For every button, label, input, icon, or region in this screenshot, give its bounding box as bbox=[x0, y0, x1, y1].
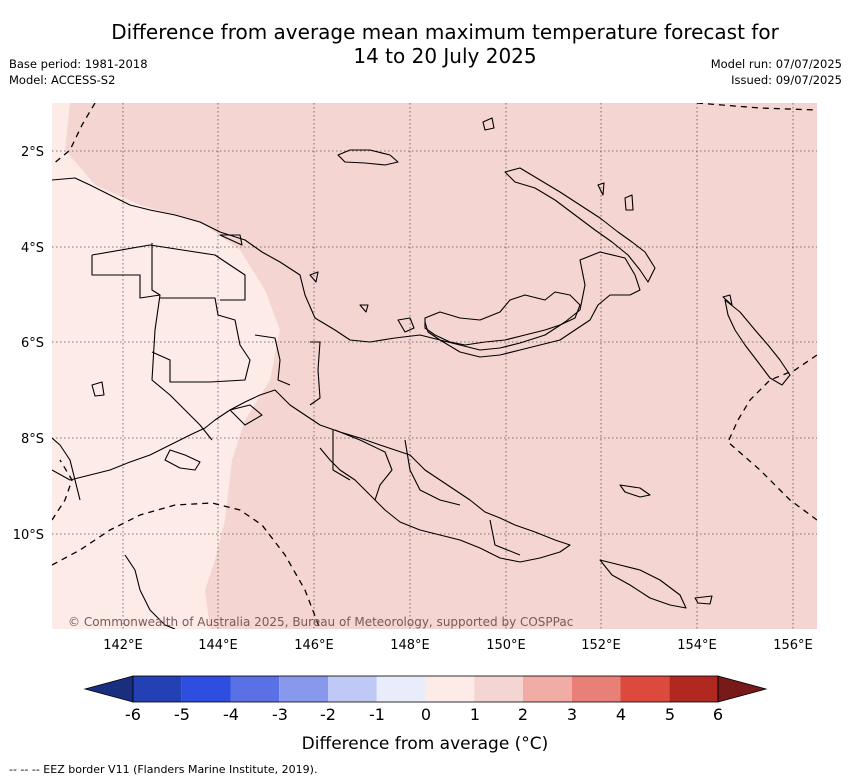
colorbar-tick: 1 bbox=[470, 705, 480, 724]
eez-borders bbox=[52, 103, 817, 629]
lon-label: 150°E bbox=[486, 638, 526, 653]
lat-label: 6°S bbox=[21, 336, 44, 351]
colorbar-segment bbox=[571, 676, 621, 702]
title-line-2: 14 to 20 July 2025 bbox=[353, 44, 537, 68]
copyright-notice: © Commonwealth of Australia 2025, Bureau… bbox=[68, 615, 573, 629]
colorbar-tick: -2 bbox=[320, 705, 336, 724]
lon-label: 142°E bbox=[103, 638, 143, 653]
colorbar-segment bbox=[620, 676, 670, 702]
metadata-left: Base period: 1981-2018 Model: ACCESS-S2 bbox=[9, 56, 148, 88]
anomaly-fill-0-1 bbox=[52, 103, 280, 629]
lat-label: 2°S bbox=[21, 145, 44, 160]
lon-label: 146°E bbox=[294, 638, 334, 653]
map-panel: © Commonwealth of Australia 2025, Bureau… bbox=[52, 103, 817, 629]
colorbar-segment bbox=[328, 676, 377, 702]
colorbar-tick: 4 bbox=[616, 705, 626, 724]
colorbar-tick: 2 bbox=[518, 705, 528, 724]
colorbar-tick: -4 bbox=[223, 705, 239, 724]
colorbar-segment bbox=[181, 676, 231, 702]
lon-label: 148°E bbox=[390, 638, 430, 653]
base-period: Base period: 1981-2018 bbox=[9, 57, 148, 71]
colorbar-tick: 3 bbox=[567, 705, 577, 724]
colorbar-segment bbox=[669, 676, 718, 702]
colorbar-segment bbox=[425, 676, 475, 702]
title-line-1: Difference from average mean maximum tem… bbox=[111, 20, 779, 44]
colorbar bbox=[83, 675, 768, 703]
issued-date: Issued: 09/07/2025 bbox=[731, 73, 842, 87]
colorbar-segment bbox=[523, 676, 572, 702]
colorbar-tick: 0 bbox=[421, 705, 431, 724]
map-title: Difference from average mean maximum tem… bbox=[70, 20, 820, 68]
colorbar-label: Difference from average (°C) bbox=[302, 734, 549, 754]
lon-label: 144°E bbox=[198, 638, 238, 653]
colorbar-tick: -3 bbox=[272, 705, 288, 724]
latitude-labels: 2°S 4°S 6°S 8°S 10°S bbox=[13, 145, 44, 543]
colorbar-tick: -6 bbox=[125, 705, 141, 724]
lat-label: 8°S bbox=[21, 432, 44, 447]
eez-footnote: -- -- -- EEZ border V11 (Flanders Marine… bbox=[9, 763, 318, 776]
colorbar-ticks: -6 -5 -4 -3 -2 -1 0 1 2 3 4 5 6 bbox=[125, 705, 723, 724]
model-run: Model run: 07/07/2025 bbox=[710, 57, 842, 71]
longitude-labels: 142°E 144°E 146°E 148°E 150°E 152°E 154°… bbox=[103, 638, 813, 653]
metadata-right: Model run: 07/07/2025 Issued: 09/07/2025 bbox=[711, 56, 842, 88]
lon-label: 154°E bbox=[677, 638, 717, 653]
graticule bbox=[52, 103, 817, 629]
model-name: Model: ACCESS-S2 bbox=[9, 73, 116, 87]
colorbar-arrow-high bbox=[717, 675, 768, 703]
lat-label: 10°S bbox=[13, 528, 44, 543]
colorbar-segment bbox=[279, 676, 328, 702]
colorbar-tick: -1 bbox=[369, 705, 385, 724]
colorbar-arrow-low bbox=[83, 675, 134, 703]
colorbar-tick: -5 bbox=[174, 705, 190, 724]
colorbar-segment bbox=[376, 676, 426, 702]
colorbar-segment bbox=[474, 676, 523, 702]
colorbar-outline bbox=[132, 675, 719, 703]
lon-label: 156°E bbox=[773, 638, 813, 653]
lat-label: 4°S bbox=[21, 241, 44, 256]
colorbar-segment bbox=[230, 676, 280, 702]
lon-label: 152°E bbox=[581, 638, 621, 653]
colorbar-tick: 6 bbox=[713, 705, 723, 724]
colorbar-tick: 5 bbox=[665, 705, 675, 724]
colorbar-segment bbox=[133, 676, 182, 702]
coastlines bbox=[52, 117, 791, 629]
